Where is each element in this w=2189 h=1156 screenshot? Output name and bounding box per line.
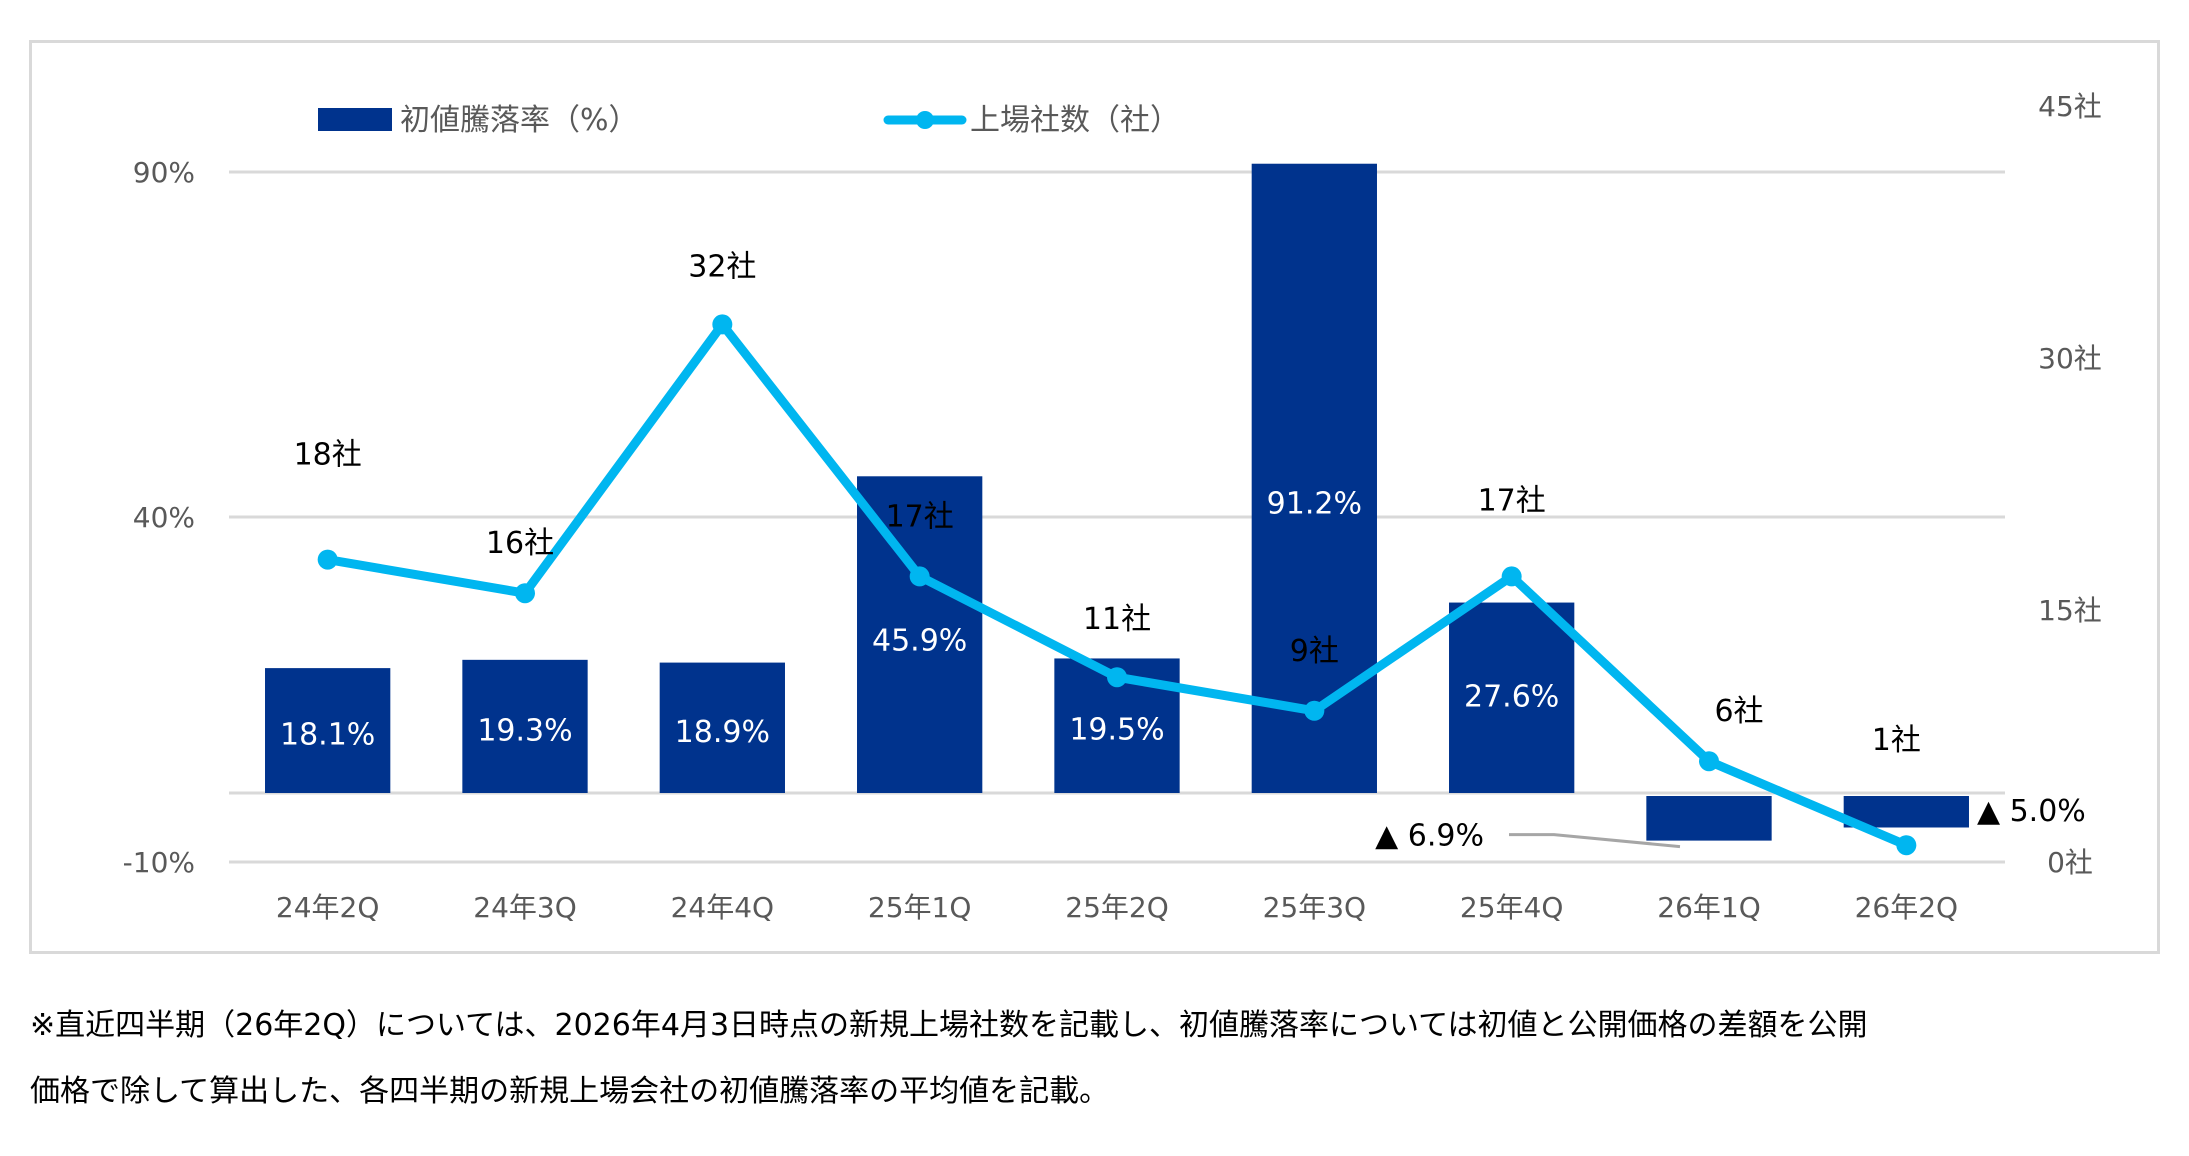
bar bbox=[1251, 163, 1377, 794]
legend-swatch-bar bbox=[318, 108, 392, 131]
bar-value-label: 19.5% bbox=[1069, 713, 1164, 748]
bar-value-label: ▲ 5.0% bbox=[1977, 794, 2086, 829]
line-value-label: 6社 bbox=[1714, 694, 1763, 729]
bar-value-label: 19.3% bbox=[477, 713, 572, 748]
line-marker bbox=[1107, 667, 1127, 688]
bar bbox=[462, 659, 588, 793]
legend-label-bar: 初値騰落率（%） bbox=[400, 103, 639, 138]
leader-line bbox=[1509, 833, 1681, 849]
chart: 18.1% 19.3% 18.9% 45.9% 19.5% 91.2% 27.6% ▲ 6.9… bbox=[123, 90, 2102, 924]
x-axis-tick-label: 25年2Q bbox=[1065, 891, 1168, 924]
bar bbox=[1646, 796, 1772, 841]
bar-value-label: 91.2% bbox=[1267, 487, 1362, 522]
line-value-label: 17社 bbox=[1478, 483, 1546, 518]
x-axis-tick-label: 24年4Q bbox=[671, 891, 774, 924]
bar-value-label: ▲ 6.9% bbox=[1375, 819, 1484, 854]
line-value-label: 18社 bbox=[294, 438, 362, 473]
legend-label-line: 上場社数（社） bbox=[970, 103, 1180, 138]
bar bbox=[1449, 602, 1575, 793]
x-axis-tick-label: 26年2Q bbox=[1855, 891, 1958, 924]
legend-marker-line bbox=[916, 111, 934, 129]
x-axis-tick-label: 24年2Q bbox=[276, 891, 379, 924]
bar bbox=[659, 662, 785, 793]
footnote-line-2: 価格で除して算出した、各四半期の新規上場会社の初値騰落率の平均値を記載。 bbox=[30, 1074, 1110, 1109]
line-marker bbox=[1896, 835, 1917, 856]
bar bbox=[265, 668, 391, 793]
line-value-label: 9社 bbox=[1290, 634, 1339, 669]
x-axis-tick-label: 25年4Q bbox=[1460, 891, 1563, 924]
line-value-label: 17社 bbox=[886, 499, 954, 534]
line-marker bbox=[515, 583, 535, 604]
chart-frame bbox=[29, 40, 2160, 954]
bar-series bbox=[265, 163, 1969, 841]
line-series bbox=[317, 314, 1917, 856]
right-axis-tick-label: 45社 bbox=[2038, 90, 2102, 123]
x-axis-tick-label: 26年1Q bbox=[1657, 891, 1760, 924]
bar bbox=[1843, 796, 1969, 828]
footnote-line-1: ※直近四半期（26年2Q）については、2026年4月3日時点の新規上場社数を記載… bbox=[30, 1008, 1868, 1043]
line-marker bbox=[317, 549, 338, 570]
x-axis-tick-label: 25年1Q bbox=[868, 891, 971, 924]
right-axis-tick-label: 0社 bbox=[2047, 846, 2093, 879]
axes: 90% 40% -10% 45社 30社 15社 0社 24年2Q 24年3Q 24年4Q 25年1… bbox=[123, 90, 2102, 924]
left-axis-tick-label: 90% bbox=[133, 156, 195, 189]
right-axis-tick-label: 15社 bbox=[2038, 594, 2102, 627]
line-value-label: 11社 bbox=[1083, 602, 1151, 637]
right-axis-tick-label: 30社 bbox=[2038, 342, 2102, 375]
line-value-label: 1社 bbox=[1872, 723, 1921, 758]
left-axis-tick-label: 40% bbox=[133, 501, 195, 534]
line-marker bbox=[1304, 700, 1325, 721]
bar-value-label: 27.6% bbox=[1464, 680, 1559, 715]
bar-value-label: 18.9% bbox=[675, 715, 770, 750]
bar-value-label: 45.9% bbox=[872, 623, 967, 658]
line-value-label: 16社 bbox=[486, 526, 554, 561]
line-marker bbox=[909, 566, 930, 587]
data-labels: 18.1% 19.3% 18.9% 45.9% 19.5% 91.2% 27.6% ▲ 6.9… bbox=[280, 249, 2086, 853]
line-marker bbox=[1501, 566, 1522, 587]
line-marker bbox=[1699, 751, 1719, 772]
line-marker bbox=[712, 314, 733, 335]
line-value-label: 32社 bbox=[688, 249, 756, 284]
x-axis-tick-label: 24年3Q bbox=[473, 891, 576, 924]
left-axis-tick-label: -10% bbox=[123, 846, 195, 879]
legend: 初値騰落率（%） 上場社数（社） bbox=[318, 103, 1180, 138]
bar-value-label: 18.1% bbox=[280, 718, 375, 753]
x-axis-tick-label: 25年3Q bbox=[1263, 891, 1366, 924]
